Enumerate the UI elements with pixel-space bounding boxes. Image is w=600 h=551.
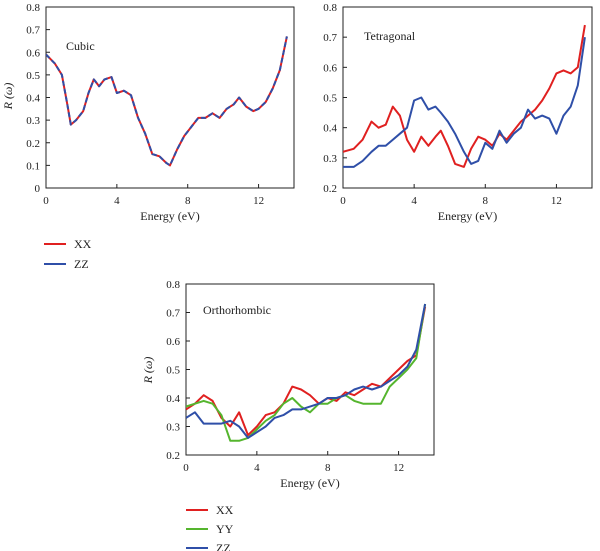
series-line-xx (46, 36, 288, 167)
y-tick-label: 0.2 (166, 450, 180, 462)
panel-label: Orthorhombic (203, 303, 271, 317)
y-tick-label: 0.7 (166, 308, 180, 320)
x-tick-label: 4 (114, 195, 120, 207)
y-tick-label: 0.3 (323, 153, 337, 165)
y-tick-label: 0.6 (26, 47, 40, 59)
y-tick-label: 0.1 (26, 160, 40, 172)
x-axis-title: Energy (eV) (438, 209, 497, 223)
y-tick-label: 0.3 (26, 115, 40, 127)
legend-label-zz: ZZ (216, 541, 231, 551)
y-tick-label: 0.8 (166, 279, 180, 291)
y-axis-title: R (ω) (1, 83, 15, 111)
panel-label: Tetragonal (364, 29, 416, 43)
y-tick-label: 0.3 (166, 422, 180, 434)
x-tick-label: 8 (483, 195, 489, 207)
x-axis-title: Energy (eV) (140, 209, 199, 223)
y-tick-label: 0.2 (26, 138, 40, 150)
plot-frame (45, 6, 295, 189)
y-tick-label: 0.6 (323, 62, 337, 74)
x-tick-label: 12 (253, 195, 264, 207)
x-tick-label: 0 (340, 195, 346, 207)
y-tick-label: 0.4 (26, 93, 40, 105)
legend-label-xx: XX (216, 503, 234, 517)
y-tick-label: 0.5 (26, 70, 40, 82)
y-tick-label: 0.8 (26, 2, 40, 14)
y-tick-label: 0.5 (166, 365, 180, 377)
chart-panel-tetragonal: 0.2 0.3 0.4 0.5 0.6 0.7 0.8 0 4 8 12 Energy (eV) Tet… (323, 2, 593, 223)
legend-label-yy: YY (216, 522, 234, 536)
legend-label-zz: ZZ (74, 257, 89, 271)
x-tick-label: 4 (254, 462, 260, 474)
y-axis-title: R (ω) (141, 357, 155, 385)
y-tick-label: 0.4 (166, 393, 180, 405)
y-tick-label: 0.6 (166, 336, 180, 348)
x-tick-label: 0 (183, 462, 189, 474)
series-line-zz (46, 36, 288, 167)
x-tick-label: 8 (185, 195, 191, 207)
x-axis-title: Energy (eV) (280, 476, 339, 490)
x-tick-label: 4 (411, 195, 417, 207)
y-tick-label: 0.2 (323, 183, 337, 195)
y-tick-label: 0 (35, 183, 41, 195)
series-line-yy (186, 303, 427, 442)
panel-label: Cubic (66, 39, 95, 53)
chart-panel-orthorhombic: 0.2 0.3 0.4 0.5 0.6 0.7 0.8 0 4 8 12 Energy (eV) R (… (141, 279, 435, 551)
series-line-zz (186, 303, 427, 439)
y-tick-label: 0.7 (323, 32, 337, 44)
x-tick-label: 8 (325, 462, 331, 474)
x-tick-label: 12 (551, 195, 562, 207)
x-tick-label: 12 (393, 462, 404, 474)
y-tick-label: 0.4 (323, 123, 337, 135)
x-tick-label: 0 (43, 195, 49, 207)
chart-panel-cubic: 0 0.1 0.2 0.3 0.4 0.5 0.6 0.7 0.8 0 4 8 12 Energy (eV… (1, 2, 295, 271)
y-tick-label: 0.5 (323, 93, 337, 105)
series-line-zz (343, 37, 586, 168)
legend-label-xx: XX (74, 237, 92, 251)
y-tick-label: 0.7 (26, 25, 40, 37)
y-tick-label: 0.8 (323, 2, 337, 14)
